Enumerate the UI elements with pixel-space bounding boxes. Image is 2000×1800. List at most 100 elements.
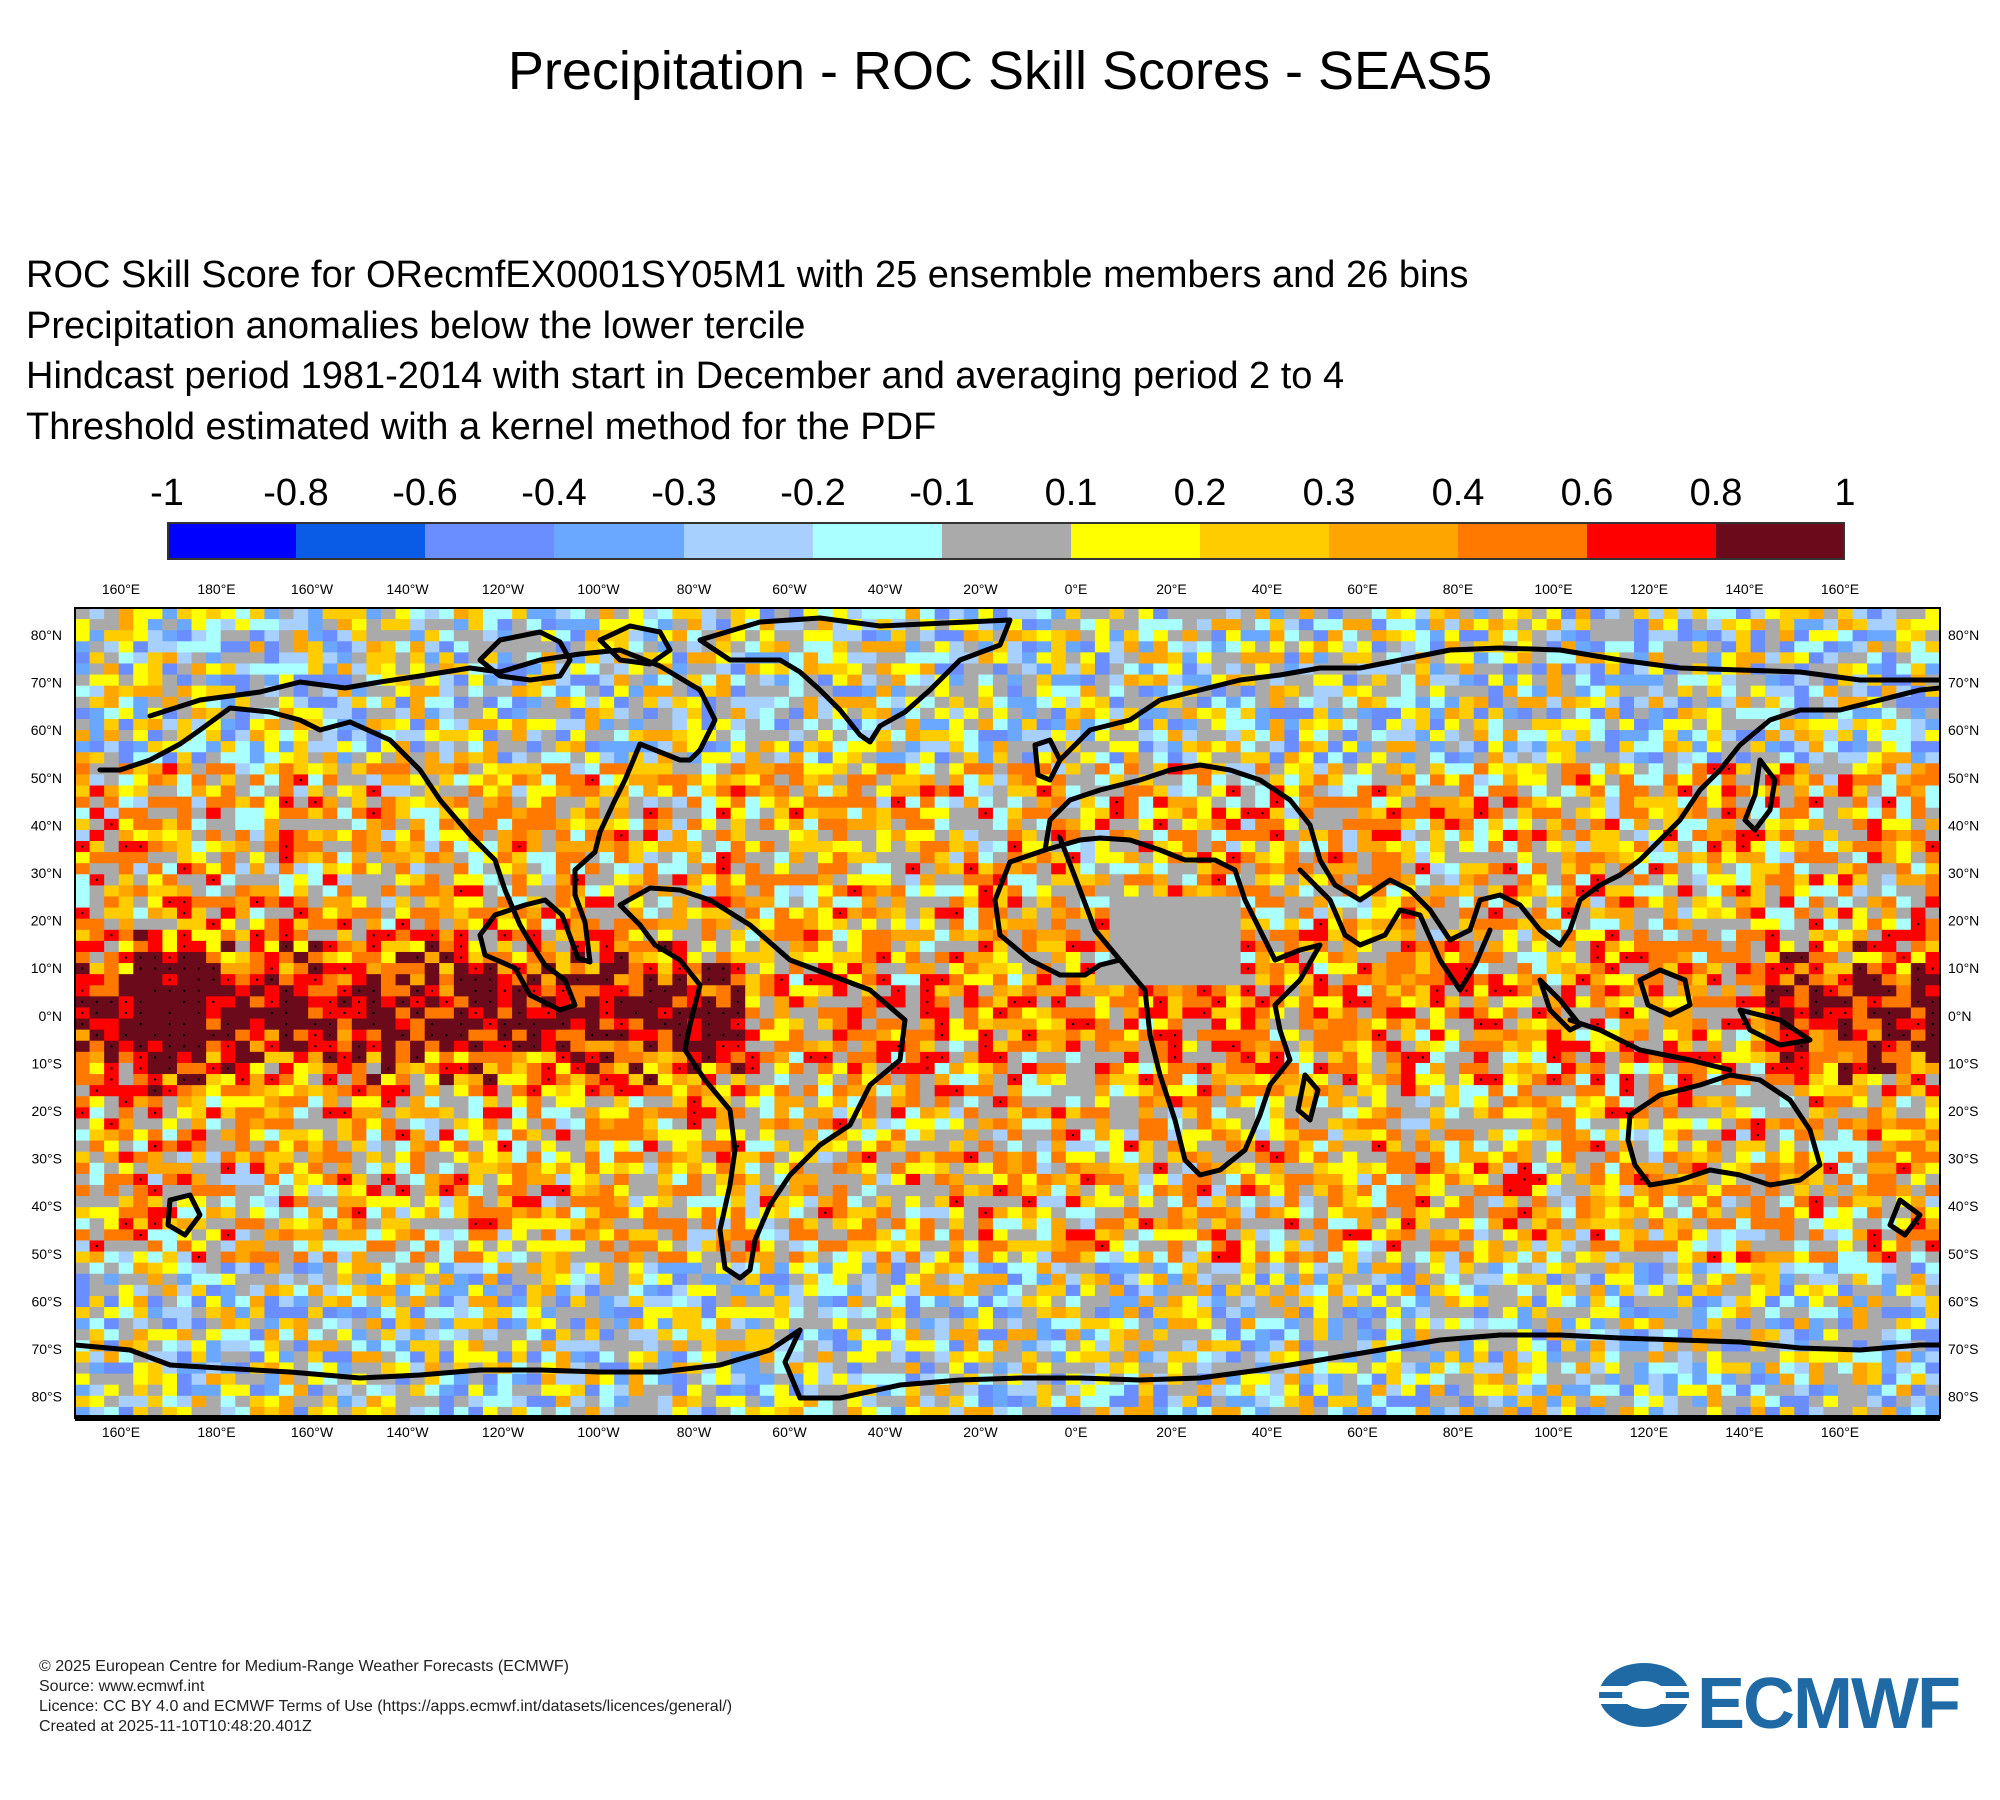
grid-cell bbox=[220, 608, 236, 620]
grid-cell bbox=[1153, 863, 1169, 875]
grid-cell bbox=[570, 1007, 586, 1020]
grid-cell bbox=[1051, 929, 1067, 942]
grid-cell bbox=[1080, 785, 1096, 798]
grid-cell bbox=[1415, 985, 1431, 997]
grid-cell bbox=[1794, 630, 1810, 642]
grid-cell bbox=[526, 663, 542, 676]
grid-cell bbox=[264, 763, 280, 776]
grid-cell bbox=[1400, 630, 1417, 642]
grid-cell bbox=[949, 863, 965, 875]
grid-cell bbox=[497, 996, 513, 1009]
grid-cell bbox=[832, 663, 848, 676]
grid-cell bbox=[949, 774, 965, 787]
grid-cell bbox=[1284, 885, 1300, 898]
grid-cell bbox=[832, 940, 848, 953]
grid-cell bbox=[1036, 752, 1052, 764]
grid-cell bbox=[526, 730, 542, 742]
grid-cell bbox=[847, 774, 863, 787]
grid-cell bbox=[992, 940, 1009, 953]
grid-cell bbox=[1881, 707, 1897, 720]
grid-cell bbox=[1779, 641, 1795, 653]
grid-cell bbox=[1896, 807, 1912, 820]
grid-cell bbox=[206, 907, 222, 920]
grid-cell bbox=[1925, 685, 1940, 698]
grid-cell bbox=[716, 841, 732, 853]
grid-cell bbox=[1546, 796, 1562, 809]
grid-cell bbox=[1852, 885, 1868, 898]
grid-cell bbox=[1881, 785, 1897, 798]
grid-cell bbox=[1444, 718, 1460, 731]
grid-cell bbox=[1823, 741, 1839, 753]
grid-cell bbox=[1838, 796, 1854, 809]
grid-cell bbox=[1328, 674, 1344, 687]
grid-cell bbox=[410, 918, 426, 931]
grid-cell bbox=[963, 829, 979, 842]
grid-cell bbox=[249, 630, 266, 642]
grid-cell bbox=[1867, 863, 1883, 875]
grid-cell bbox=[1517, 630, 1533, 642]
grid-cell bbox=[745, 696, 761, 709]
grid-cell bbox=[584, 885, 601, 898]
grid-cell bbox=[803, 918, 819, 931]
grid-cell bbox=[1036, 951, 1052, 964]
grid-cell bbox=[1750, 652, 1766, 665]
grid-cell bbox=[832, 807, 848, 820]
grid-cell bbox=[1561, 730, 1577, 742]
grid-cell bbox=[1881, 608, 1897, 620]
grid-cell bbox=[220, 663, 236, 676]
grid-cell bbox=[410, 818, 426, 831]
grid-cell bbox=[366, 619, 382, 631]
grid-cell bbox=[1721, 863, 1737, 875]
grid-cell bbox=[555, 608, 571, 620]
grid-cell bbox=[759, 974, 775, 986]
grid-cell bbox=[788, 752, 805, 764]
grid-cell bbox=[861, 696, 877, 709]
grid-cell bbox=[1677, 641, 1693, 653]
grid-cell bbox=[147, 885, 164, 898]
grid-cell bbox=[1400, 852, 1417, 864]
grid-cell bbox=[1094, 796, 1111, 809]
grid-cell bbox=[1167, 829, 1183, 842]
grid-cell bbox=[570, 696, 586, 709]
grid-cell bbox=[147, 996, 164, 1009]
grid-cell bbox=[701, 608, 717, 620]
grid-cell bbox=[1298, 996, 1315, 1009]
grid-cell bbox=[75, 685, 91, 698]
grid-cell bbox=[992, 996, 1009, 1009]
grid-cell bbox=[672, 685, 688, 698]
grid-cell bbox=[1677, 841, 1693, 853]
grid-cell bbox=[716, 641, 732, 653]
grid-cell bbox=[1517, 674, 1533, 687]
grid-cell bbox=[293, 752, 309, 764]
grid-cell bbox=[628, 896, 644, 909]
grid-cell bbox=[1459, 829, 1475, 842]
grid-cell bbox=[293, 696, 309, 709]
grid-cell bbox=[1386, 863, 1402, 875]
grid-cell bbox=[1007, 674, 1023, 687]
grid-cell bbox=[1371, 874, 1387, 886]
grid-cell bbox=[1721, 685, 1737, 698]
grid-cell bbox=[1153, 907, 1169, 920]
grid-cell bbox=[745, 685, 761, 698]
grid-cell bbox=[191, 663, 207, 676]
grid-cell bbox=[1109, 940, 1125, 953]
grid-cell bbox=[1400, 641, 1417, 653]
grid-cell bbox=[1211, 963, 1227, 975]
grid-cell bbox=[1371, 841, 1387, 853]
grid-cell bbox=[366, 974, 382, 986]
grid-cell bbox=[745, 985, 761, 997]
grid-cell bbox=[220, 985, 236, 997]
grid-cell bbox=[890, 1029, 907, 1042]
grid-cell bbox=[1211, 985, 1227, 997]
grid-cell bbox=[1415, 652, 1431, 665]
grid-cell bbox=[1342, 619, 1358, 631]
grid-cell bbox=[1765, 718, 1781, 731]
grid-cell bbox=[1022, 619, 1038, 631]
grid-cell bbox=[1502, 929, 1519, 942]
grid-cell bbox=[1648, 763, 1664, 776]
grid-cell bbox=[1692, 730, 1708, 742]
grid-cell bbox=[453, 996, 469, 1009]
grid-cell bbox=[439, 707, 455, 720]
grid-cell bbox=[1488, 674, 1504, 687]
grid-cell bbox=[1109, 963, 1125, 975]
